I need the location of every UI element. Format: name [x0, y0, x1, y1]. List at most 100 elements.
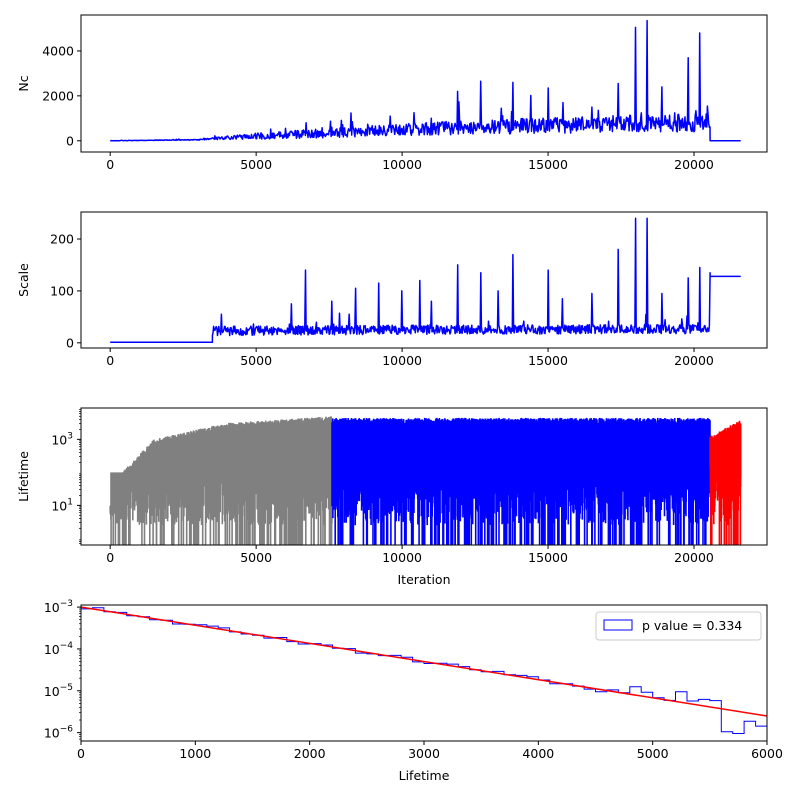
x-tick-label: 15000 [528, 550, 568, 565]
axes-frame [80, 14, 768, 153]
nc-series-line [110, 19, 741, 142]
x-tick-label: 0 [106, 353, 114, 368]
x-tick: 1000 [179, 741, 211, 761]
y-tick: 4000 [42, 43, 81, 58]
axes-frame [80, 211, 768, 349]
x-tick: 20000 [674, 545, 714, 565]
y-tick: 200 [50, 231, 81, 246]
x-tick: 0 [106, 545, 114, 565]
x-tick-label: 10000 [382, 550, 422, 565]
x-tick-label: 5000 [240, 157, 272, 172]
x-tick-label: 5000 [240, 550, 272, 565]
y-tick-label: 100 [50, 283, 74, 298]
scale-panel: 0 5000 10000 15000 20000 0 100 200 Scale [16, 211, 768, 368]
x-tick: 10000 [382, 348, 422, 368]
x-tick-label: 20000 [674, 353, 714, 368]
plot-area [110, 19, 741, 142]
y-tick-label: 10−5 [44, 683, 73, 699]
y-tick-label: 0 [66, 335, 74, 350]
y-tick-label: 10−4 [44, 641, 73, 657]
x-tick: 0 [106, 152, 114, 172]
x-tick-label: 3000 [408, 746, 440, 761]
scale-series-line [110, 217, 741, 344]
x-tick-label: 20000 [674, 550, 714, 565]
y-tick: 103 [51, 431, 81, 447]
x-tick: 20000 [674, 152, 714, 172]
y-tick-label: 10−3 [44, 599, 73, 615]
x-tick-label: 0 [106, 550, 114, 565]
plot-area [110, 217, 741, 344]
x-tick: 0 [77, 741, 85, 761]
legend-box [595, 611, 762, 641]
x-tick: 5000 [240, 152, 272, 172]
y-tick-exponent: −5 [60, 683, 73, 693]
y-tick-base: 10 [44, 684, 60, 699]
y-axis-label: Nc [16, 75, 31, 91]
y-tick-exponent: 3 [67, 431, 73, 441]
legend-label: p value = 0.334 [642, 618, 742, 633]
y-tick: 10−6 [44, 725, 81, 741]
x-tick-label: 15000 [528, 157, 568, 172]
y-tick: 2000 [42, 88, 81, 103]
y-tick-exponent: 1 [67, 497, 73, 507]
y-tick-base: 10 [51, 432, 67, 447]
y-tick-label: 0 [66, 133, 74, 148]
x-tick: 15000 [528, 152, 568, 172]
y-tick: 101 [51, 497, 81, 513]
y-tick: 10−3 [44, 599, 81, 615]
y-tick-label: 103 [51, 431, 73, 447]
lifetime-histogram-panel: 0 1000 2000 3000 4000 5000 600010−610−510−410−… [44, 599, 783, 783]
y-axis-label: Scale [16, 263, 31, 297]
lifetime-series-2 [709, 420, 742, 545]
x-tick: 4000 [522, 741, 554, 761]
plot-area [109, 416, 742, 545]
y-tick: 10−5 [44, 683, 81, 699]
y-tick: 10−4 [44, 641, 81, 657]
y-tick-base: 10 [44, 600, 60, 615]
lifetime-series-1 [331, 417, 711, 545]
y-tick-base: 10 [44, 726, 60, 741]
x-tick-label: 1000 [179, 746, 211, 761]
x-tick: 10000 [382, 152, 422, 172]
plot-area [81, 606, 767, 734]
y-axis-label: Lifetime [16, 451, 31, 502]
y-tick-exponent: −3 [60, 599, 73, 609]
x-axis-label: Iteration [397, 572, 450, 587]
x-tick-label: 0 [77, 746, 85, 761]
legend: p value = 0.334 [595, 611, 762, 641]
y-tick-base: 10 [44, 642, 60, 657]
x-tick-label: 6000 [751, 746, 783, 761]
y-tick: 0 [66, 335, 81, 350]
x-tick: 2000 [294, 741, 326, 761]
x-tick-label: 10000 [382, 157, 422, 172]
y-tick-label: 101 [51, 497, 73, 513]
x-tick: 5000 [240, 545, 272, 565]
x-tick-label: 5000 [637, 746, 669, 761]
x-tick-label: 0 [106, 157, 114, 172]
y-tick-exponent: −4 [60, 641, 74, 651]
x-tick-label: 2000 [294, 746, 326, 761]
y-tick: 100 [50, 283, 81, 298]
y-tick-label: 4000 [42, 43, 74, 58]
x-tick: 10000 [382, 545, 422, 565]
y-tick-base: 10 [51, 498, 67, 513]
x-tick-label: 5000 [240, 353, 272, 368]
x-tick-label: 20000 [674, 157, 714, 172]
y-tick-label: 200 [50, 231, 74, 246]
x-tick: 20000 [674, 348, 714, 368]
exponential-fit-line [81, 606, 767, 717]
y-tick: 0 [66, 133, 81, 148]
x-tick: 3000 [408, 741, 440, 761]
x-axis-label: Lifetime [399, 768, 450, 783]
x-tick: 15000 [528, 545, 568, 565]
legend-swatch [603, 619, 633, 631]
x-tick-label: 10000 [382, 353, 422, 368]
lifetime-iteration-panel: 0 5000 10000 15000 20000101103LifetimeIterat… [16, 407, 768, 587]
x-tick: 5000 [637, 741, 669, 761]
y-tick-label: 2000 [42, 88, 74, 103]
nc-panel: 0 5000 10000 15000 20000 0 2000 4000 Nc [16, 14, 768, 172]
x-tick-label: 4000 [522, 746, 554, 761]
y-tick-label: 10−6 [44, 725, 73, 741]
x-tick: 5000 [240, 348, 272, 368]
